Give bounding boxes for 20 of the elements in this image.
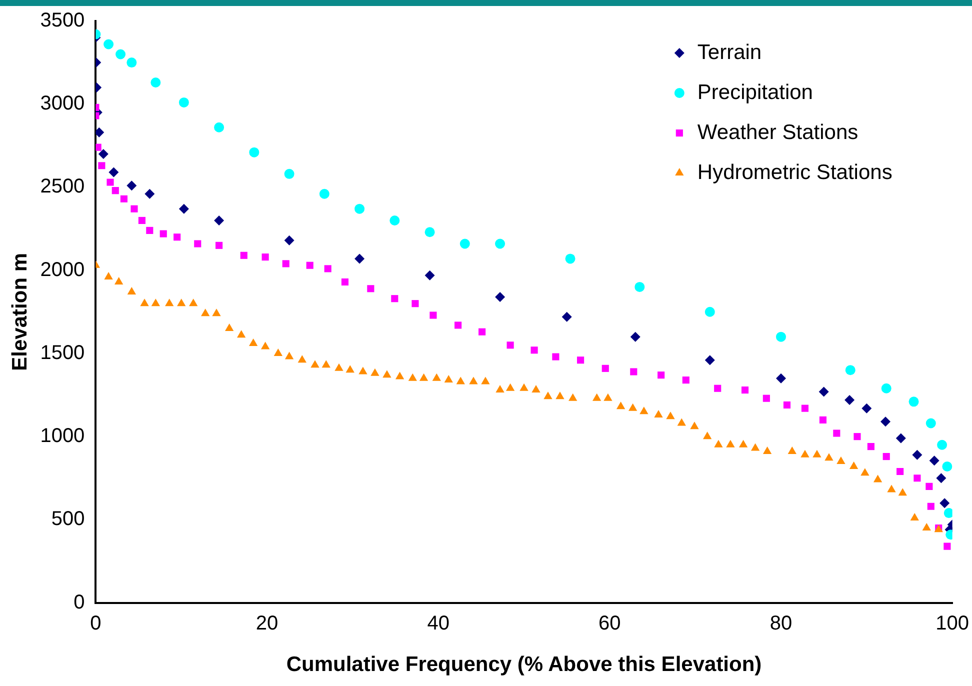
y-tick-label: 1500 bbox=[40, 342, 85, 364]
y-tick-label: 1000 bbox=[40, 425, 85, 448]
y-axis-title: Elevation m bbox=[8, 252, 32, 371]
x-tick-label: 0 bbox=[90, 612, 102, 634]
x-tick-label: 60 bbox=[598, 612, 621, 634]
y-tick-label: 2000 bbox=[40, 258, 85, 281]
y-tick-label: 3500 bbox=[40, 10, 85, 32]
x-axis-title: Cumulative Frequency (% Above this Elevation) bbox=[286, 653, 762, 676]
y-tick-label: 3000 bbox=[40, 92, 85, 115]
x-tick-label: 80 bbox=[770, 612, 792, 634]
y-tick-label: 500 bbox=[51, 508, 85, 530]
legend-label: Precipitation bbox=[697, 80, 813, 104]
x-tick-label: 100 bbox=[936, 612, 970, 634]
legend-label: Terrain bbox=[697, 40, 762, 64]
y-tick-label: 2500 bbox=[40, 176, 85, 198]
x-tick-label: 40 bbox=[427, 612, 450, 634]
y-tick-label: 0 bbox=[74, 591, 85, 614]
legend-label: Weather Stations bbox=[697, 120, 858, 144]
x-tick-label: 20 bbox=[256, 612, 278, 634]
legend-label: Hydrometric Stations bbox=[697, 160, 892, 184]
